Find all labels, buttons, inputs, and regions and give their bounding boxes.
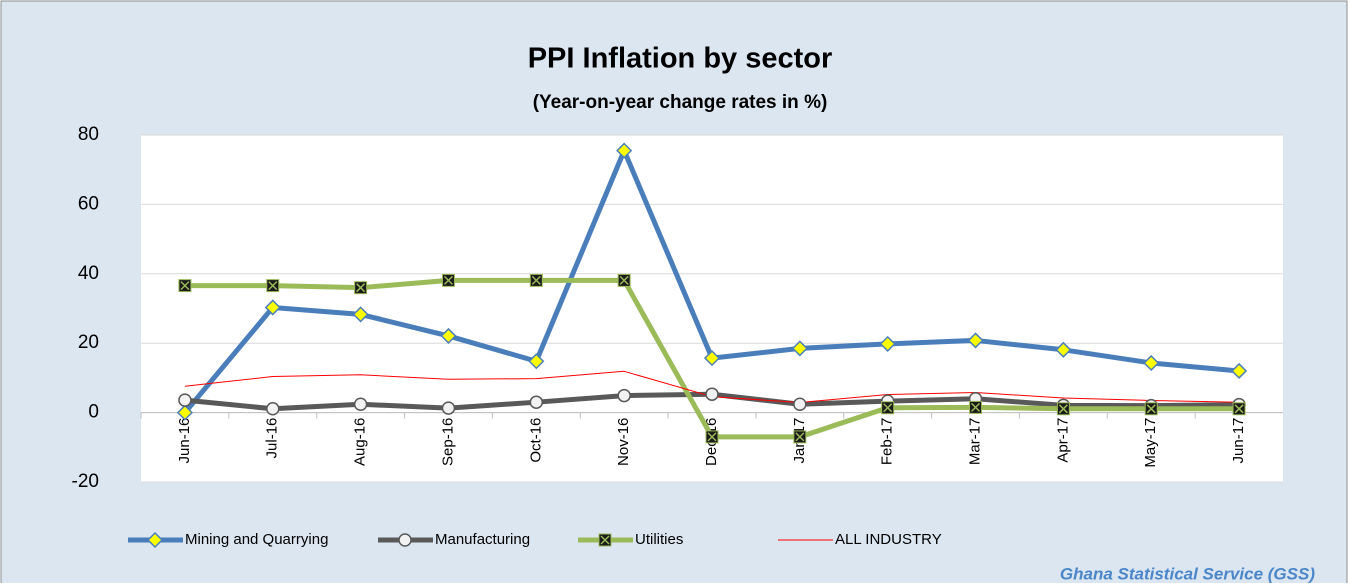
marker: [1055, 341, 1072, 358]
marker-cross: [356, 283, 366, 293]
marker: [1143, 354, 1160, 372]
marker: [441, 401, 456, 415]
marker: [176, 404, 193, 421]
marker: [528, 353, 545, 370]
marker-cross: [268, 281, 278, 291]
x-tick-label: Oct-16: [527, 418, 544, 463]
legend-item: Utilities: [578, 531, 683, 548]
x-tick-label: Mar-17: [967, 418, 984, 466]
marker: [793, 397, 807, 412]
y-tick-label: -20: [72, 471, 99, 492]
marker-cross: [883, 403, 893, 413]
plot-area: [141, 135, 1283, 482]
marker-cross: [531, 275, 541, 285]
marker: [352, 306, 369, 323]
marker-cross: [795, 432, 805, 442]
x-tick-label: Jun-17: [1230, 418, 1247, 464]
marker: [791, 340, 808, 357]
x-tick-label: Jul-16: [264, 418, 281, 459]
marker: [879, 335, 896, 352]
y-tick-label: 60: [78, 193, 99, 214]
marker: [266, 402, 280, 416]
marker: [398, 533, 412, 547]
legend-label: Mining and Quarrying: [185, 531, 328, 548]
x-tick-label: Nov-16: [615, 418, 632, 466]
y-tick-label: 40: [78, 263, 99, 284]
legend-label: ALL INDUSTRY: [835, 531, 942, 548]
y-tick-label: 80: [78, 124, 99, 145]
legend-label: Manufacturing: [435, 531, 530, 548]
marker-cross: [1146, 404, 1156, 414]
y-tick-label: 0: [88, 402, 99, 423]
marker: [264, 299, 281, 316]
marker: [703, 350, 721, 367]
x-tick-label: Sep-16: [439, 418, 456, 466]
y-tick-label: 20: [78, 332, 99, 353]
marker-cross: [180, 281, 190, 291]
marker-cross: [619, 275, 629, 285]
marker: [616, 142, 633, 159]
legend-item: ALL INDUSTRY: [778, 531, 942, 548]
marker: [617, 388, 631, 403]
marker: [178, 393, 192, 407]
legend-item: Mining and Quarrying: [128, 531, 328, 549]
x-tick-label: Jun-16: [176, 418, 193, 464]
legend-label: Utilities: [635, 531, 683, 548]
marker: [1231, 362, 1248, 380]
x-tick-label: Apr-17: [1054, 418, 1071, 463]
marker: [967, 332, 984, 349]
x-tick-label: Feb-17: [879, 418, 896, 466]
source-note: Ghana Statistical Service (GSS): [1060, 564, 1315, 583]
marker-cross: [1058, 404, 1068, 414]
marker: [705, 387, 719, 401]
marker: [440, 327, 457, 344]
marker: [353, 397, 368, 412]
x-tick-label: May-17: [1142, 418, 1159, 468]
marker-cross: [443, 275, 453, 285]
legend-item: Manufacturing: [378, 531, 530, 548]
chart-title: PPI Inflation by sector: [528, 43, 833, 75]
chart-subtitle: (Year-on-year change rates in %): [533, 92, 828, 113]
marker: [146, 531, 164, 549]
x-tick-label: Aug-16: [352, 418, 369, 466]
marker: [529, 395, 544, 409]
marker-cross: [600, 535, 610, 545]
marker-cross: [971, 402, 981, 412]
marker-cross: [707, 432, 717, 442]
marker-cross: [1234, 404, 1244, 414]
